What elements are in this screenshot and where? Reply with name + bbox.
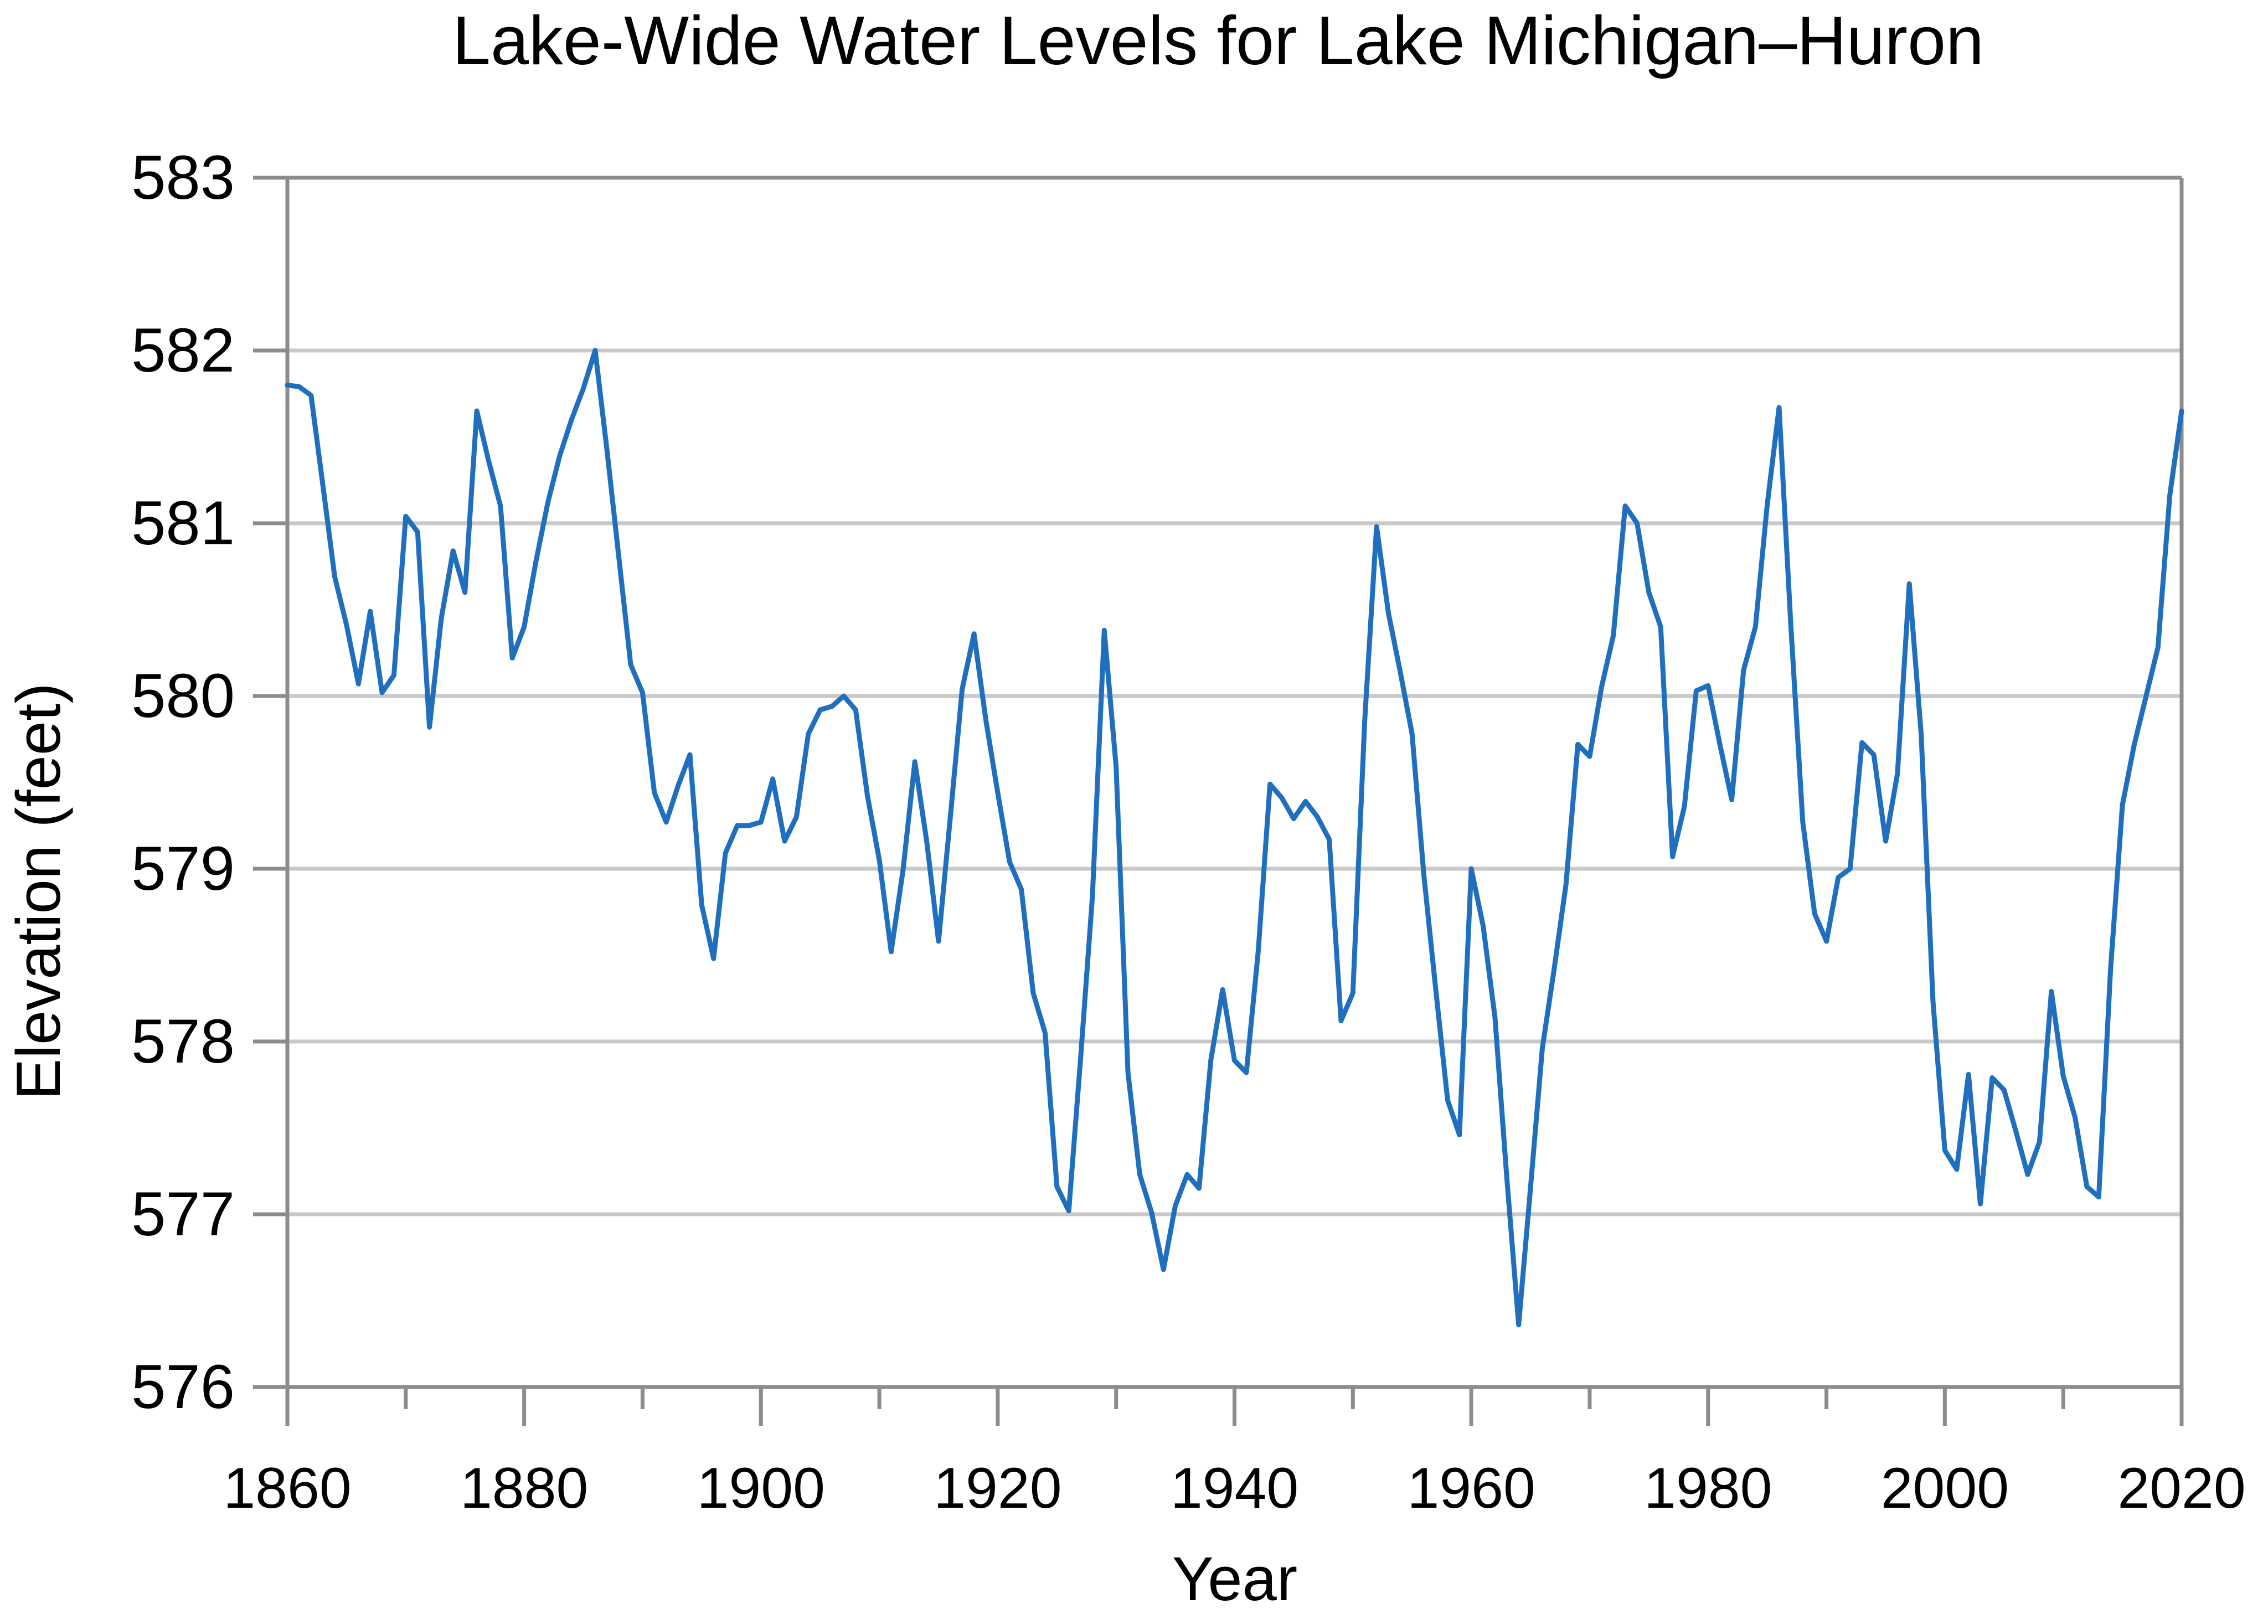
y-tick-marks xyxy=(253,176,287,1389)
y-axis-label: Elevation (feet) xyxy=(4,683,73,1100)
x-tick-labels: 1860 1880 1900 1920 1940 1960 1980 2000 2020 xyxy=(223,1456,2245,1520)
y-tick-label-580: 580 xyxy=(131,661,235,730)
x-tick-label-1920: 1920 xyxy=(934,1456,1061,1520)
y-tick-label-582: 582 xyxy=(131,316,235,385)
x-tick-label-1940: 1940 xyxy=(1171,1456,1298,1520)
y-tick-label-583: 583 xyxy=(131,143,235,212)
y-tick-label-581: 581 xyxy=(131,488,235,558)
x-tick-label-1880: 1880 xyxy=(460,1456,588,1520)
x-tick-label-1860: 1860 xyxy=(223,1456,351,1520)
x-tick-marks xyxy=(285,1387,2184,1426)
y-tick-label-577: 577 xyxy=(131,1179,235,1249)
x-tick-label-1980: 1980 xyxy=(1644,1456,1772,1520)
series-line-0 xyxy=(285,348,2184,1328)
plot-frame xyxy=(285,176,2184,1389)
x-tick-label-1960: 1960 xyxy=(1407,1456,1535,1520)
x-tick-label-2020: 2020 xyxy=(2117,1456,2245,1520)
chart-title: Lake-Wide Water Levels for Lake Michigan… xyxy=(452,3,1984,79)
y-tick-label-579: 579 xyxy=(131,834,235,903)
y-tick-label-578: 578 xyxy=(131,1007,235,1076)
y-tick-labels: 576 577 578 579 580 581 582 583 xyxy=(131,143,235,1421)
series-layer xyxy=(285,348,2184,1328)
x-tick-label-2000: 2000 xyxy=(1881,1456,2009,1520)
x-axis-label: Year xyxy=(1172,1544,1297,1613)
gridlines xyxy=(287,348,2182,1216)
x-tick-label-1900: 1900 xyxy=(697,1456,825,1520)
y-tick-label-576: 576 xyxy=(131,1352,235,1421)
